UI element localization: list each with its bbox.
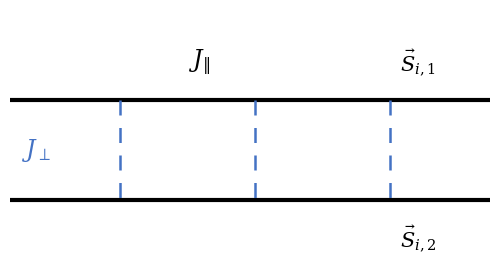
- Text: $J_{\perp}$: $J_{\perp}$: [22, 137, 51, 164]
- Text: $\vec{S}_{i,1}$: $\vec{S}_{i,1}$: [400, 47, 436, 77]
- Text: $J_{\|}$: $J_{\|}$: [190, 48, 210, 76]
- Text: $\vec{S}_{i,2}$: $\vec{S}_{i,2}$: [400, 223, 436, 253]
